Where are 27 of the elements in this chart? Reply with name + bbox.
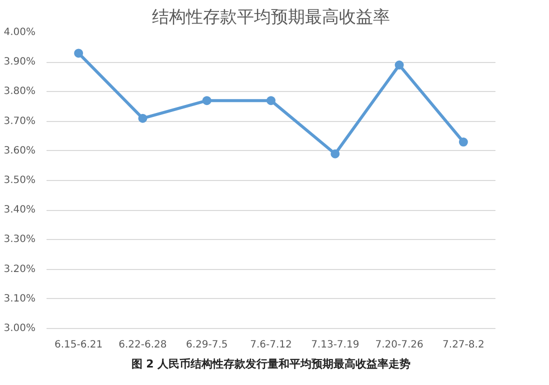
point — [74, 48, 84, 58]
x-tick-label: 7.20-7.26 — [375, 340, 424, 350]
y-tick-label: 3.80% — [4, 86, 36, 98]
x-tick-label: 6.29-7.5 — [186, 340, 228, 350]
point — [458, 138, 468, 147]
y-tick-label: 3.90% — [4, 56, 36, 68]
x-tick-label: 6.15-6.21 — [54, 340, 103, 350]
x-tick-label: 7.13-7.19 — [311, 340, 360, 350]
y-tick-label: 3.50% — [4, 175, 36, 186]
y-tick-label: 3.70% — [4, 116, 36, 127]
x-tick-label: 6.22-6.28 — [118, 340, 167, 350]
y-tick-label: 3.00% — [4, 323, 36, 334]
point — [394, 60, 404, 70]
point — [202, 96, 212, 106]
point — [266, 96, 276, 106]
point — [330, 149, 340, 158]
y-tick-label: 3.40% — [4, 204, 36, 216]
chart-title: 结构性存款平均预期最高收益率 — [152, 8, 390, 28]
y-tick-label: 3.30% — [4, 234, 36, 246]
y-tick-label: 4.00% — [4, 27, 36, 38]
y-tick-label: 3.10% — [4, 293, 36, 304]
point — [138, 114, 148, 123]
y-tick-label: 3.60% — [4, 145, 36, 156]
y-tick-label: 3.20% — [4, 264, 36, 275]
x-tick-label: 7.27-8.2 — [442, 340, 484, 350]
caption: 图 2 人民币结构性存款发行量和平均预期最高收益率走势 — [131, 358, 411, 370]
x-tick-label: 7.6-7.12 — [250, 340, 292, 350]
